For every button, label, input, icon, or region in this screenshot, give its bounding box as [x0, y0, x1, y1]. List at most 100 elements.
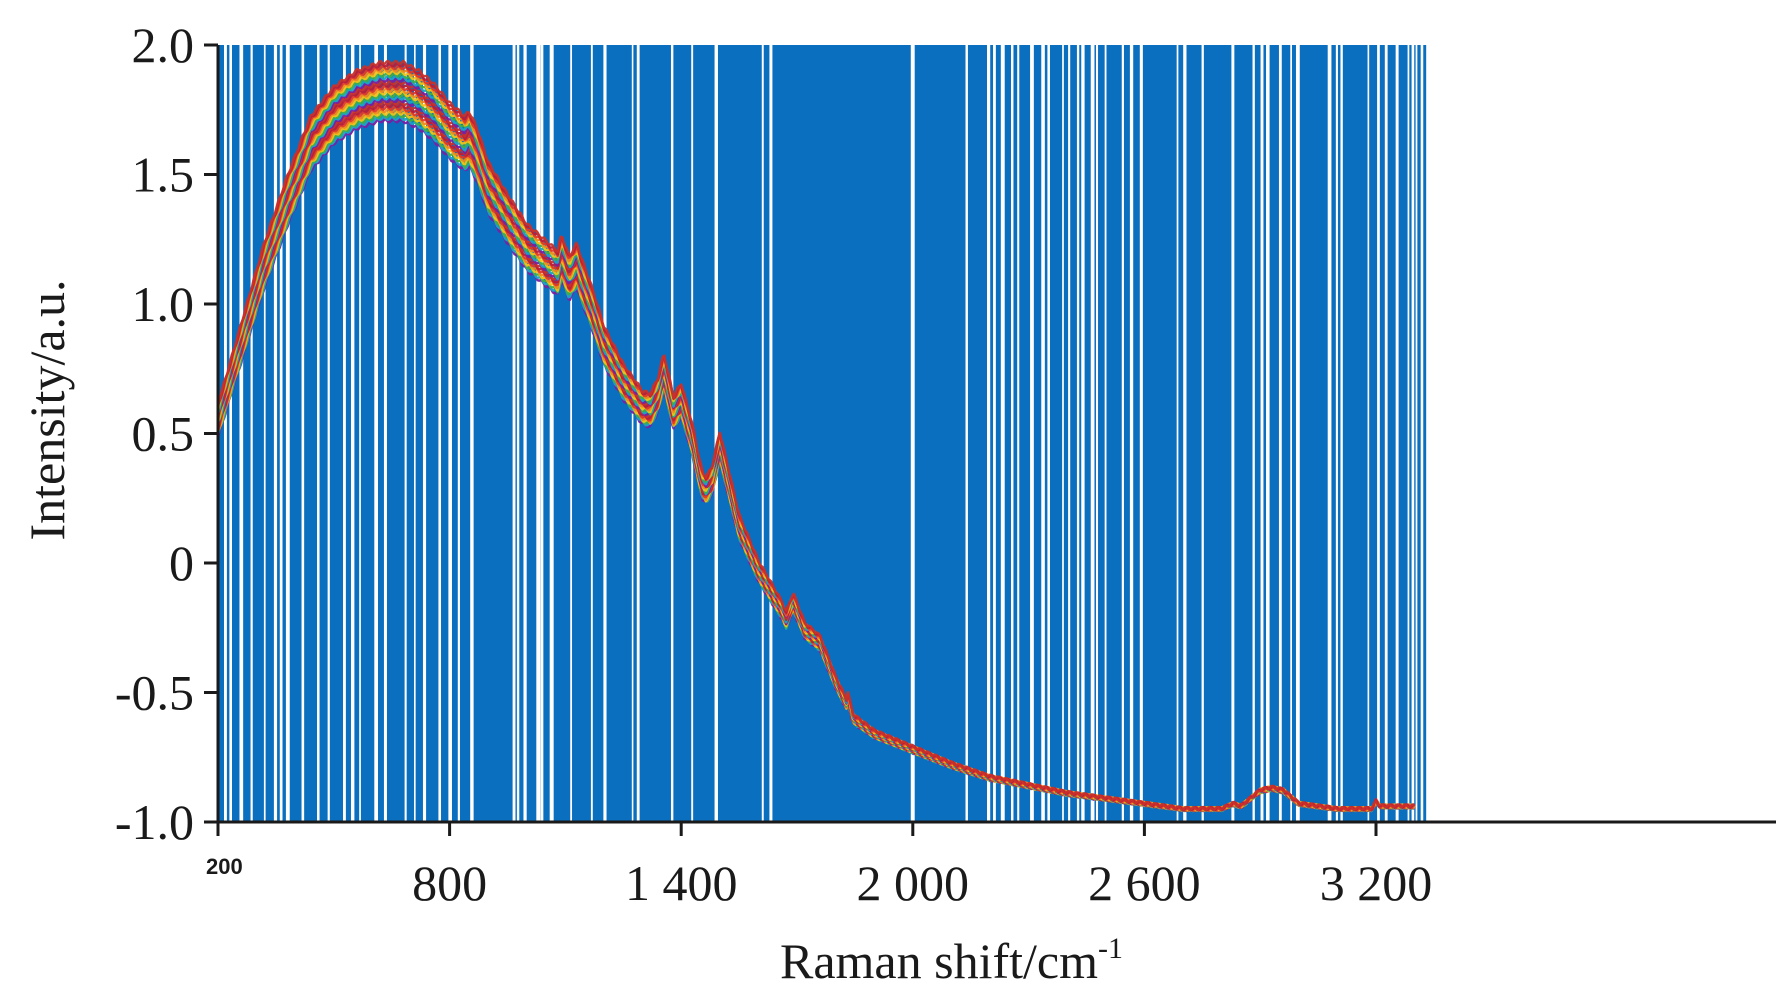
- blue-band-rect: [218, 45, 1427, 822]
- x-tick-label: 2 000: [857, 855, 970, 911]
- band-gap: [590, 45, 593, 822]
- y-tick-label: -0.5: [115, 665, 194, 721]
- band-gap: [229, 45, 232, 822]
- band-gap: [224, 45, 227, 822]
- band-gap: [570, 45, 573, 822]
- band-gap: [327, 45, 330, 822]
- band-gap: [523, 45, 527, 822]
- band-gap: [317, 45, 320, 822]
- band-gap: [761, 45, 764, 822]
- x-axis-label-superscript: -1: [1098, 932, 1123, 965]
- band-gap: [1121, 45, 1124, 822]
- band-gap: [1183, 45, 1187, 822]
- y-tick-label: 0.5: [132, 406, 195, 462]
- band-gap: [536, 45, 541, 822]
- band-gap: [1395, 45, 1399, 822]
- band-gap: [1377, 45, 1380, 822]
- x-tick-label: 1 400: [625, 855, 738, 911]
- band-gap: [1076, 45, 1080, 822]
- band-gap: [1104, 45, 1107, 822]
- band-gap: [422, 45, 427, 822]
- spectrum-line: [216, 59, 1416, 812]
- band-gap: [279, 45, 283, 822]
- y-tick-label: 1.0: [132, 276, 195, 332]
- band-gap: [1030, 45, 1034, 822]
- x-axis-label-main: Raman shift/cm: [780, 933, 1098, 989]
- band-gap: [1295, 45, 1300, 822]
- band-gap: [1090, 45, 1095, 822]
- band-gap: [350, 45, 355, 822]
- y-axis-label: Intensity/a.u.: [19, 279, 75, 540]
- band-gap: [1384, 45, 1388, 822]
- band-gap: [273, 45, 278, 822]
- band-gap: [631, 45, 634, 822]
- band-gap: [1327, 45, 1332, 822]
- band-gap: [1000, 45, 1005, 822]
- band-gap: [1139, 45, 1143, 822]
- band-gap: [1278, 45, 1282, 822]
- band-gap: [910, 45, 915, 822]
- band-gap: [549, 45, 554, 822]
- spectra-lines: [216, 59, 1416, 813]
- band-gap: [1407, 45, 1410, 822]
- band-gap: [1411, 45, 1415, 822]
- band-gap: [404, 45, 407, 822]
- band-gap: [250, 45, 253, 822]
- band-gap: [301, 45, 305, 822]
- band-gap: [374, 45, 379, 822]
- band-gap: [1041, 45, 1045, 822]
- x-tick-label: 800: [412, 855, 487, 911]
- band-gap: [1420, 45, 1424, 822]
- band-gap: [383, 45, 387, 822]
- y-tick-label: 1.5: [132, 147, 195, 203]
- band-gap: [1062, 45, 1064, 822]
- band-gap: [457, 45, 460, 822]
- band-gap: [769, 45, 773, 822]
- x-axis-label: Raman shift/cm-1: [780, 932, 1123, 989]
- band-gap: [516, 45, 520, 822]
- band-gap: [670, 45, 674, 822]
- band-gap: [414, 45, 416, 822]
- band-gap: [448, 45, 452, 822]
- band-gap: [1290, 45, 1292, 822]
- band-gap: [1367, 45, 1370, 822]
- band-gap: [239, 45, 244, 822]
- x-tick-label: 2 600: [1088, 855, 1201, 911]
- band-gap: [636, 45, 640, 822]
- band-gap: [1129, 45, 1134, 822]
- band-gap: [1047, 45, 1050, 822]
- band-gap: [285, 45, 290, 822]
- ticks: 2.0 1.5 1.0 0.5 0 -0.5 -1.0 200 800 1 400 2 000 2 6…: [115, 17, 1432, 911]
- band-gap: [1340, 45, 1343, 822]
- band-gap: [1231, 45, 1235, 822]
- band-gap: [965, 45, 968, 822]
- band-gap: [1266, 45, 1270, 822]
- band-gap: [1068, 45, 1071, 822]
- band-gap: [512, 45, 516, 822]
- band-gap: [1260, 45, 1264, 822]
- band-gap: [1081, 45, 1085, 822]
- band-gap: [714, 45, 718, 822]
- y-tick-label: 0: [169, 535, 194, 591]
- x-tick-label: 3 200: [1320, 855, 1433, 911]
- band-gap: [540, 45, 544, 822]
- band-gap: [987, 45, 991, 822]
- band-gap: [359, 45, 361, 822]
- band-gap: [1095, 45, 1099, 822]
- band-gap: [1335, 45, 1338, 822]
- x-tick-label: 200: [206, 854, 243, 879]
- band-gap: [1201, 45, 1204, 822]
- band-gap: [1415, 45, 1418, 822]
- band-gap: [1252, 45, 1255, 822]
- band-gap: [343, 45, 346, 822]
- y-tick-label: -1.0: [115, 794, 194, 850]
- band-gap: [993, 45, 996, 822]
- blue-background-band: [218, 45, 1427, 822]
- band-gap: [470, 45, 474, 822]
- band-gap: [1017, 45, 1020, 822]
- band-gap: [263, 45, 266, 822]
- band-gap: [438, 45, 442, 822]
- band-gap: [1010, 45, 1014, 822]
- y-tick-label: 2.0: [132, 17, 195, 73]
